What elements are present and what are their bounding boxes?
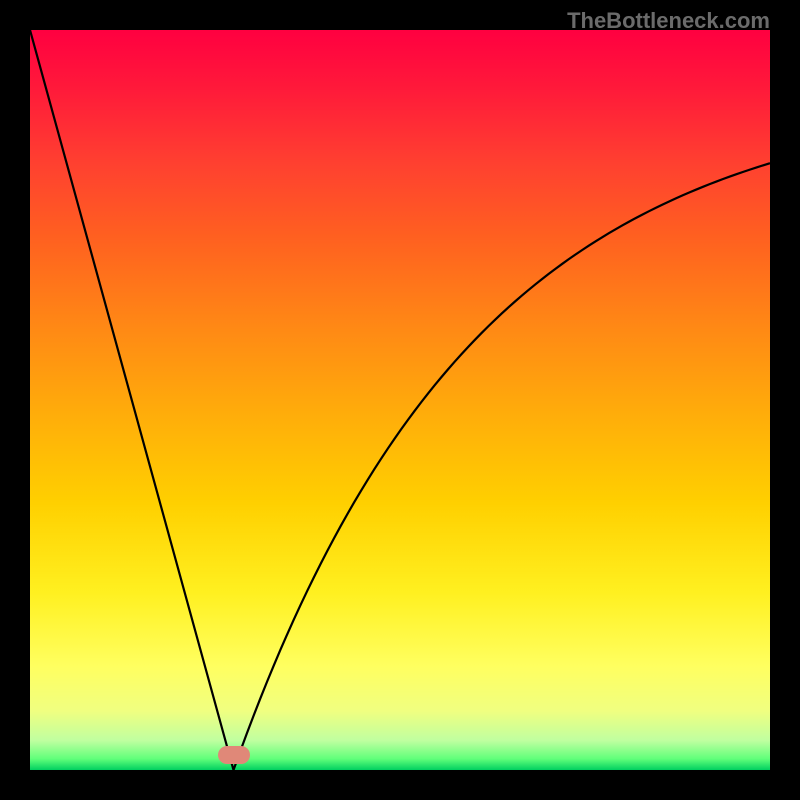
curve-path xyxy=(30,30,770,770)
bottleneck-curve xyxy=(30,30,770,770)
vertex-marker xyxy=(218,746,250,764)
bottleneck-chart: TheBottleneck.com xyxy=(0,0,800,800)
plot-area xyxy=(30,30,770,770)
watermark-text: TheBottleneck.com xyxy=(567,8,770,34)
